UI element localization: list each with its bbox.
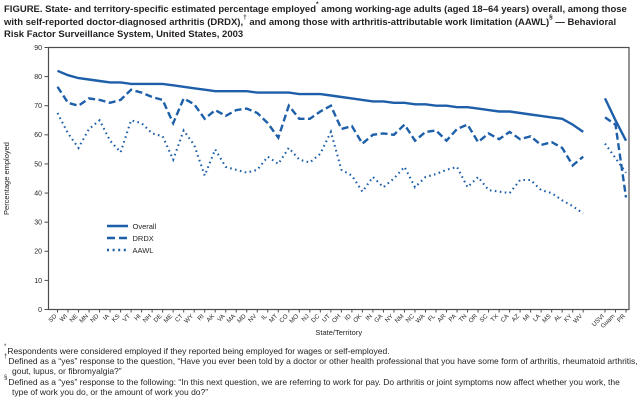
- x-tick-label: RI: [196, 313, 206, 323]
- y-tick-label: 80: [34, 74, 42, 81]
- x-tick-label: MS: [541, 313, 553, 325]
- x-tick-label: ND: [89, 313, 101, 325]
- series-line-overall: [603, 97, 628, 142]
- y-tick-label: 0: [38, 307, 42, 314]
- x-tick-label: UT: [321, 313, 332, 324]
- x-tick-label: CT: [174, 313, 185, 324]
- x-tick-label: NJ: [300, 313, 310, 323]
- series-line-overall: [57, 69, 584, 133]
- superscript-marker: †: [243, 13, 247, 21]
- footnote-marker: *: [4, 344, 7, 351]
- series-line-drdx: [56, 86, 584, 168]
- x-tick-label: AL: [553, 313, 564, 324]
- x-tick-label: AK: [205, 312, 216, 323]
- x-tick-label: WI: [59, 313, 69, 323]
- series-line-drdx: [604, 116, 628, 198]
- y-tick-label: 20: [34, 249, 42, 256]
- x-tick-label: AZ: [510, 313, 521, 324]
- legend-label: Overall: [133, 222, 157, 231]
- y-tick-label: 50: [34, 161, 42, 168]
- x-tick-label: LA: [532, 312, 543, 323]
- y-tick-label: 60: [34, 132, 42, 139]
- y-tick-label: 30: [34, 220, 42, 227]
- x-tick-label: WA: [415, 312, 427, 324]
- x-tick-label: KY: [563, 313, 574, 324]
- x-tick-label: IN: [365, 313, 374, 322]
- x-tick-label: NE: [68, 313, 79, 324]
- x-tick-label: KS: [111, 313, 122, 324]
- footnote: †Defined as a “yes” response to the ques…: [4, 354, 638, 377]
- superscript-marker: *: [316, 0, 319, 8]
- x-tick-label: IL: [260, 313, 269, 322]
- x-tick-label: VA: [216, 312, 227, 323]
- series-aawl: [56, 112, 627, 215]
- x-tick-label: OK: [352, 312, 364, 324]
- x-tick-label: WV: [572, 312, 585, 325]
- x-tick-label: ME: [163, 313, 175, 325]
- figure-title: FIGURE. State- and territory-specific es…: [4, 0, 627, 40]
- x-tick-label: FL: [427, 313, 437, 323]
- x-tick-label: MT: [268, 313, 279, 324]
- legend-item-overall: Overall: [107, 222, 157, 231]
- x-tick-label: DC: [310, 313, 322, 325]
- legend-label: DRDX: [133, 234, 154, 243]
- footnote: §Defined as a “yes” response to the foll…: [4, 374, 620, 397]
- legend: Overall DRDX AAWL: [107, 222, 157, 255]
- y-tick-label: 40: [34, 190, 42, 197]
- x-tick-label: OH: [331, 313, 343, 325]
- x-tick-label: SC: [478, 313, 489, 324]
- x-tick-label: PA: [447, 312, 458, 323]
- footnotes: *Respondents were considered employed if…: [4, 344, 638, 397]
- x-tick-label: CO: [278, 313, 290, 325]
- x-axis-title: State/Territory: [315, 328, 362, 337]
- series-line-aawl: [604, 142, 627, 174]
- x-tick-label: AR: [436, 313, 447, 324]
- x-tick-label: SD: [47, 313, 58, 324]
- y-tick-label: 90: [34, 45, 42, 52]
- footnote: *Respondents were considered employed if…: [4, 344, 390, 356]
- y-axis: 0 10 20 30 40 50 60 70 80 90 Percentage employed: [2, 45, 49, 314]
- x-tick-label: GA: [373, 312, 385, 324]
- series-line-aawl: [56, 112, 584, 215]
- legend-item-drdx: DRDX: [107, 234, 154, 243]
- series-drdx: [56, 86, 628, 198]
- y-tick-label: 70: [34, 103, 42, 110]
- x-tick-label: NM: [394, 313, 406, 325]
- x-tick-label: NC: [405, 313, 417, 325]
- legend-item-aawl: AAWL: [107, 246, 153, 255]
- x-tick-label: IA: [102, 312, 112, 322]
- x-tick-label: PR: [616, 313, 627, 324]
- x-tick-label: NV: [247, 312, 259, 324]
- y-tick-label: 10: [34, 278, 42, 285]
- superscript-marker: §: [549, 13, 553, 21]
- x-tick-label: MO: [288, 313, 300, 325]
- footnote-marker: †: [4, 354, 8, 361]
- x-tick-label: MI: [522, 313, 532, 323]
- x-tick-label: VT: [121, 313, 132, 324]
- y-axis-title: Percentage employed: [2, 142, 11, 215]
- legend-label: AAWL: [133, 246, 154, 255]
- x-tick-label: OR: [467, 313, 479, 325]
- x-tick-label: NH: [142, 313, 153, 324]
- footnote-marker: §: [4, 374, 8, 381]
- x-tick-label: WY: [183, 313, 195, 325]
- x-tick-label: TN: [458, 313, 469, 324]
- series-overall: [57, 69, 628, 142]
- x-tick-label: CA: [499, 312, 511, 324]
- x-tick-label: MN: [78, 313, 90, 325]
- x-tick-label: ID: [343, 313, 353, 323]
- x-tick-label: TX: [489, 313, 500, 324]
- plot-frame: [47, 46, 630, 311]
- x-tick-label: DE: [153, 313, 164, 324]
- x-tick-label: HI: [133, 313, 143, 323]
- x-tick-label: NY: [384, 313, 395, 324]
